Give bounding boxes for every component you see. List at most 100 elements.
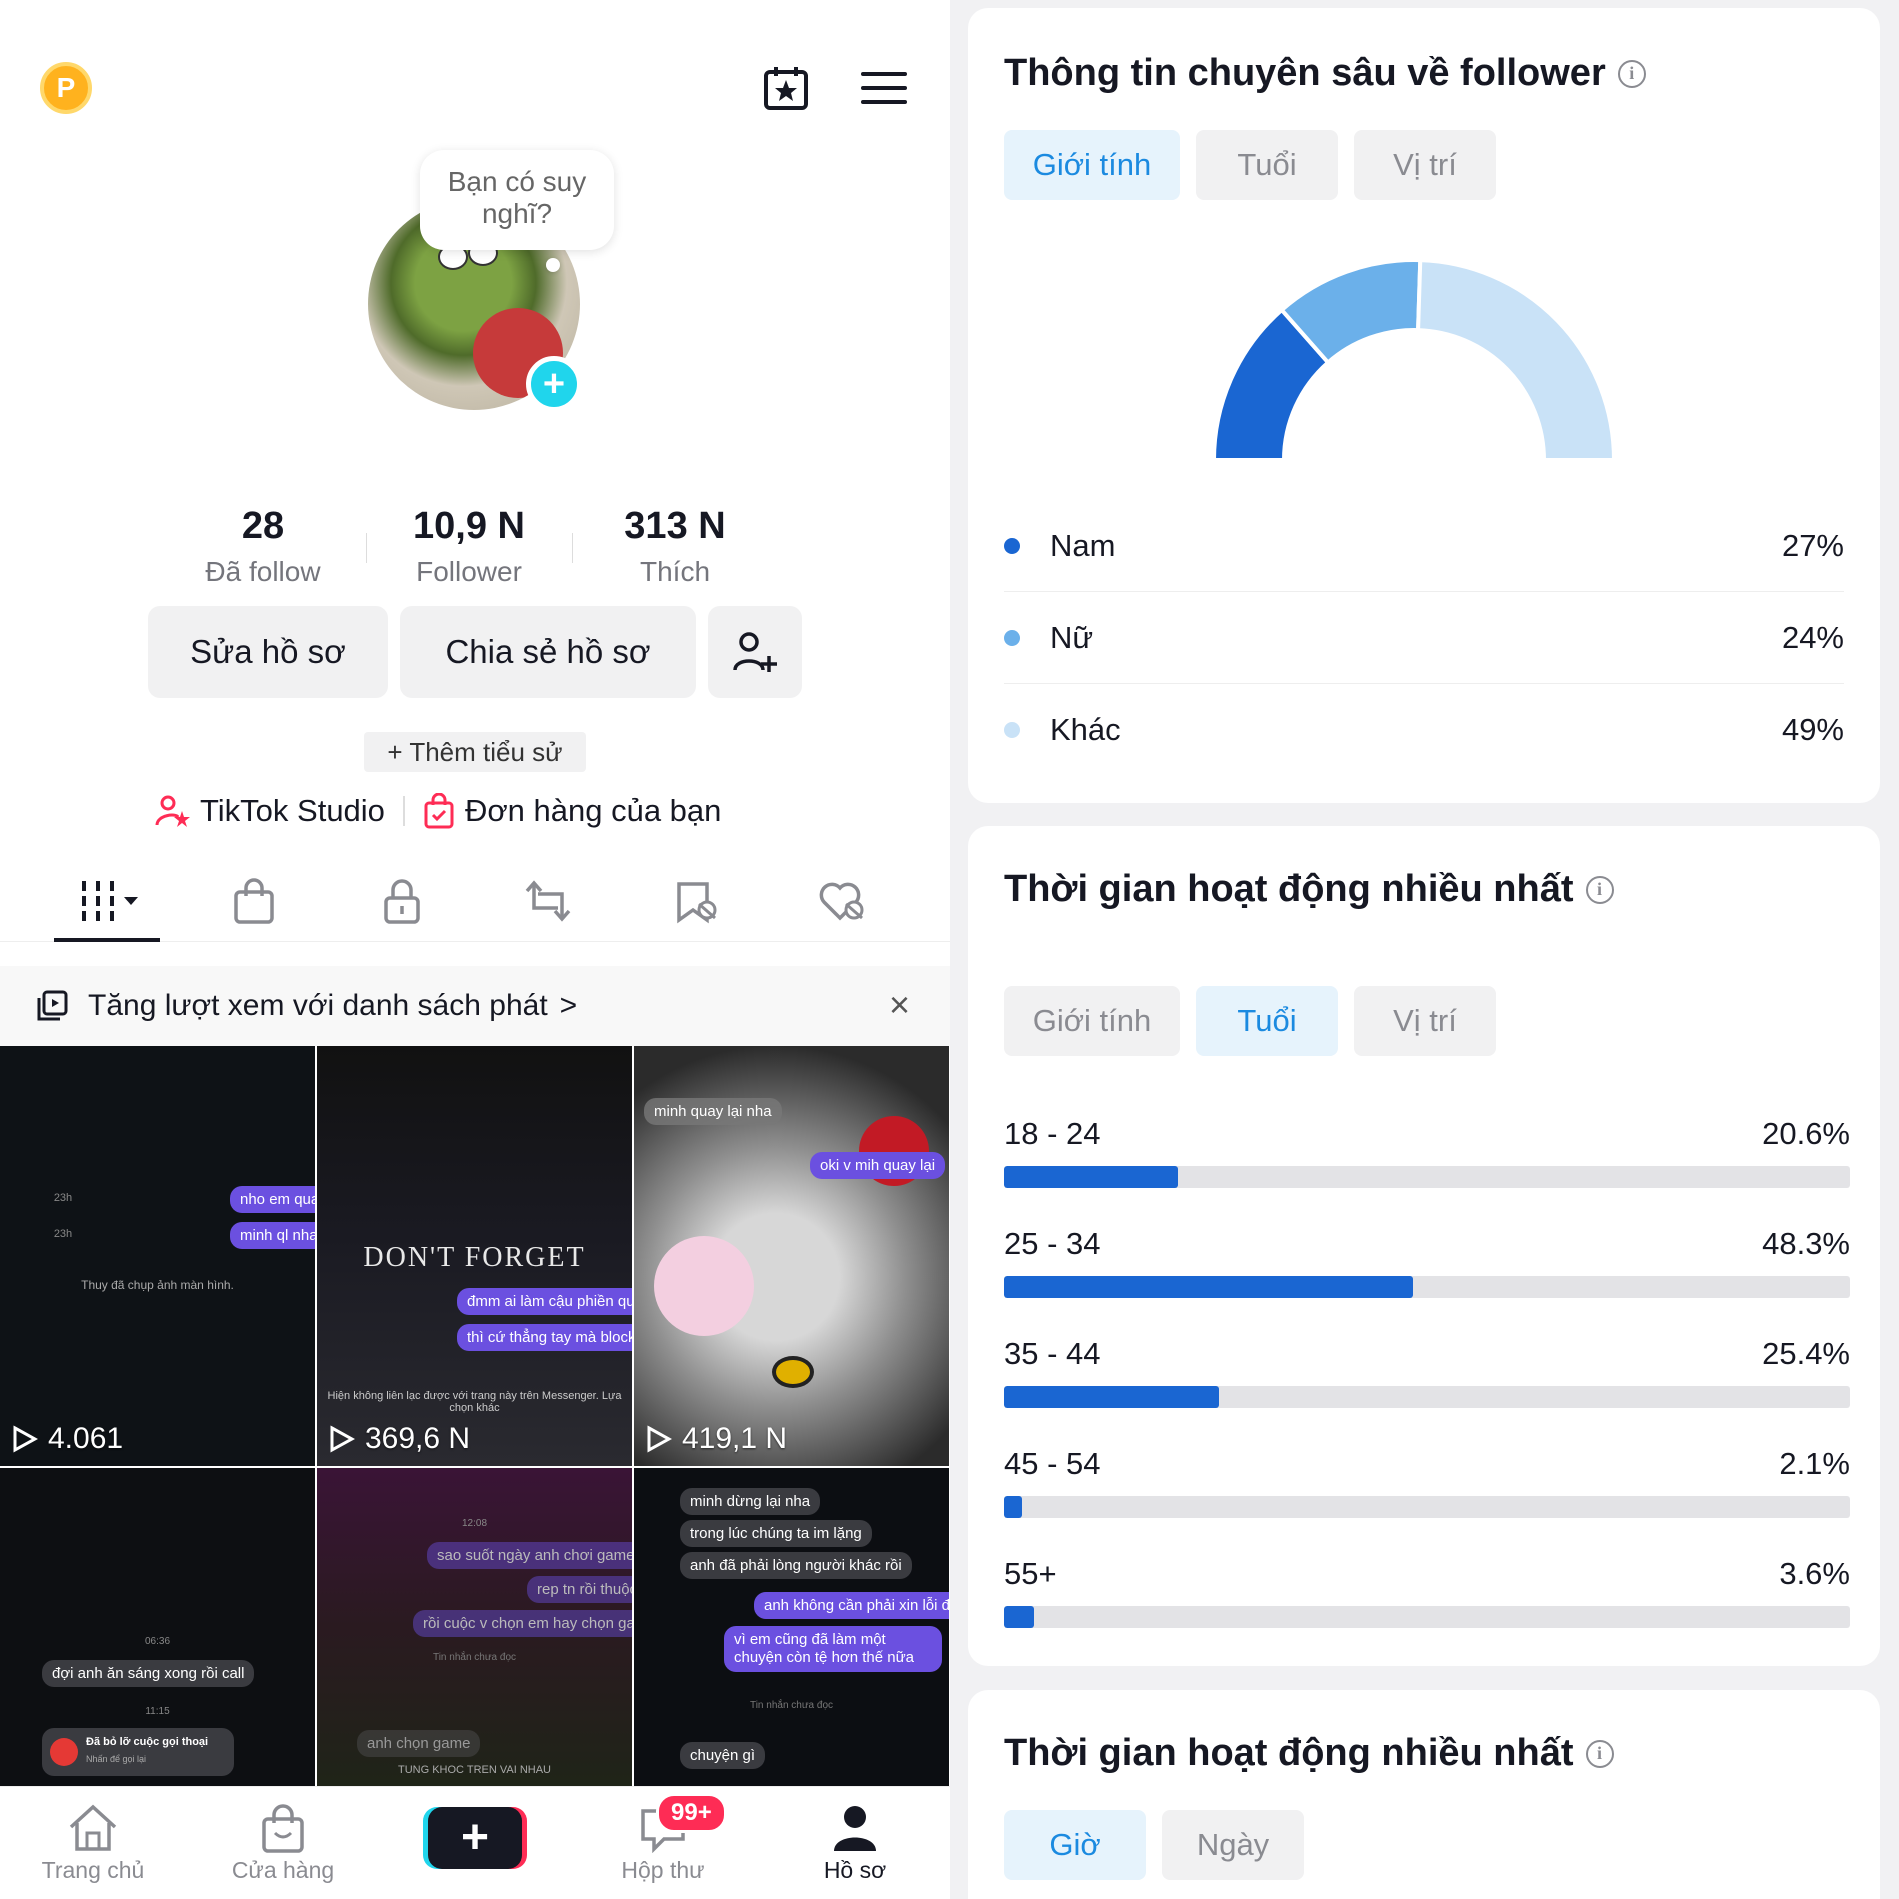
age-row: 25 - 34 48.3% bbox=[1004, 1226, 1850, 1298]
tab-favorites[interactable] bbox=[656, 876, 736, 926]
stat-followers[interactable]: 10,9 N Follower bbox=[366, 505, 572, 588]
playlist-promo-banner[interactable]: Tăng lượt xem với danh sách phát > × bbox=[0, 966, 950, 1046]
age-range: 55+ bbox=[1004, 1556, 1057, 1591]
legend-percent: 24% bbox=[1781, 619, 1844, 655]
card-title-text: Thời gian hoạt động nhiều nhất bbox=[1004, 1732, 1574, 1774]
tab-gender[interactable]: Giới tính bbox=[1004, 130, 1180, 200]
legend-percent: 27% bbox=[1781, 527, 1844, 563]
nav-label: Trang chủ bbox=[41, 1857, 145, 1883]
tiktok-studio-link[interactable]: TikTok Studio bbox=[200, 793, 385, 828]
tab-private[interactable] bbox=[362, 876, 442, 926]
chat-bubble: rồi cuộc v chọn em hay chọn game bbox=[413, 1610, 632, 1637]
view-count: 4.061 bbox=[12, 1422, 123, 1456]
video-tile[interactable]: minh quay lại nha oki v mih quay lại 419… bbox=[634, 1046, 949, 1466]
chat-bubble: anh không cần phải xin lỗi đâu bbox=[754, 1592, 949, 1619]
calendar-star-icon[interactable] bbox=[760, 64, 812, 112]
donut-segment-khác bbox=[1416, 258, 1617, 462]
view-count-value: 419,1 N bbox=[682, 1422, 788, 1455]
chat-bubble: nho em qua bbox=[230, 1186, 315, 1213]
stat-value: 313 N bbox=[624, 505, 726, 547]
nav-home[interactable]: Trang chủ bbox=[18, 1799, 168, 1884]
tab-age[interactable]: Tuổi bbox=[1196, 130, 1338, 200]
nav-label: Cửa hàng bbox=[231, 1857, 335, 1883]
link-divider bbox=[402, 796, 405, 826]
tab-location[interactable]: Vị trí bbox=[1354, 130, 1496, 200]
nav-profile[interactable]: Hồ sơ bbox=[780, 1799, 930, 1884]
age-bar-fill bbox=[1004, 1166, 1179, 1188]
add-story-icon[interactable]: + bbox=[526, 356, 582, 412]
chat-notice: Tin nhắn chưa đọc bbox=[432, 1652, 517, 1663]
view-count-value: 4.061 bbox=[48, 1422, 124, 1455]
chat-timestamp: 12:08 bbox=[461, 1518, 488, 1529]
lock-icon bbox=[384, 879, 420, 924]
activity-time-card: Thời gian hoạt động nhiều nhất i Giờ Ngà… bbox=[968, 1690, 1880, 1899]
chat-bubble: anh chọn game bbox=[357, 1730, 481, 1757]
chat-bubble: minh quay lại nha bbox=[644, 1098, 782, 1125]
info-icon[interactable]: i bbox=[1585, 1739, 1614, 1768]
activity-card: Thời gian hoạt động nhiều nhất i Giới tí… bbox=[968, 826, 1880, 1666]
chat-bubble: sao suốt ngày anh chơi game vậy bbox=[427, 1542, 632, 1569]
age-percent: 2.1% bbox=[1779, 1446, 1850, 1481]
chat-bubble: minh ql nha bbox=[230, 1222, 315, 1249]
tab-age[interactable]: Tuổi bbox=[1196, 986, 1338, 1056]
card-title: Thời gian hoạt động nhiều nhất i bbox=[1004, 868, 1614, 911]
chat-notice: Thuy đã chụp ảnh màn hình. bbox=[81, 1278, 234, 1292]
age-range: 45 - 54 bbox=[1004, 1446, 1101, 1481]
age-bar-track bbox=[1004, 1386, 1850, 1408]
tab-liked[interactable] bbox=[802, 876, 882, 926]
view-count: 419,1 N bbox=[646, 1422, 787, 1456]
age-row: 35 - 44 25.4% bbox=[1004, 1336, 1850, 1408]
tab-hour[interactable]: Giờ bbox=[1004, 1810, 1146, 1880]
follower-insights-card: Thông tin chuyên sâu về follower i Giới … bbox=[968, 8, 1880, 803]
legend-percent: 49% bbox=[1781, 712, 1844, 747]
legend-dot bbox=[1004, 722, 1020, 738]
studio-icon bbox=[154, 793, 190, 829]
nav-label: Hộp thư bbox=[621, 1857, 705, 1883]
profile-links: TikTok Studio Đơn hàng của bạn bbox=[154, 788, 721, 834]
chat-bubble: oki v mih quay lại bbox=[810, 1152, 946, 1179]
create-button[interactable]: + bbox=[428, 1807, 522, 1869]
info-icon[interactable]: i bbox=[1585, 875, 1614, 904]
nav-shop[interactable]: Cửa hàng bbox=[208, 1799, 358, 1884]
share-profile-button[interactable]: Chia sẻ hồ sơ bbox=[400, 606, 696, 698]
orders-link[interactable]: Đơn hàng của bạn bbox=[464, 793, 722, 828]
age-bar-track bbox=[1004, 1496, 1850, 1518]
tab-day[interactable]: Ngày bbox=[1162, 1810, 1304, 1880]
coin-icon[interactable]: P bbox=[40, 62, 92, 114]
shopping-bag-icon bbox=[262, 1804, 304, 1853]
chat-timestamp: 23h bbox=[53, 1228, 73, 1240]
age-range: 18 - 24 bbox=[1004, 1116, 1101, 1151]
thought-bubble[interactable]: Bạn có suy nghĩ? bbox=[420, 150, 614, 250]
add-friend-button[interactable] bbox=[708, 606, 802, 698]
tab-gender[interactable]: Giới tính bbox=[1004, 986, 1180, 1056]
tab-videos[interactable] bbox=[68, 876, 148, 926]
chat-bubble: trong lúc chúng ta im lặng bbox=[680, 1520, 872, 1547]
stat-following[interactable]: 28 Đã follow bbox=[160, 505, 366, 588]
close-icon[interactable]: × bbox=[888, 984, 910, 1025]
add-bio-button[interactable]: + Thêm tiểu sử bbox=[364, 732, 586, 772]
edit-profile-button[interactable]: Sửa hồ sơ bbox=[148, 606, 388, 698]
bookmark-hidden-icon bbox=[677, 882, 717, 924]
tab-location[interactable]: Vị trí bbox=[1354, 986, 1496, 1056]
legend-dot bbox=[1004, 629, 1020, 646]
view-count: 369,6 N bbox=[329, 1422, 470, 1456]
menu-icon[interactable] bbox=[858, 64, 910, 112]
play-icon bbox=[13, 1425, 38, 1453]
video-tile[interactable]: 06:36 đợi anh ăn sáng xong rồi call 11:1… bbox=[0, 1468, 315, 1786]
info-icon[interactable]: i bbox=[1617, 59, 1646, 88]
view-count-value: 369,6 N bbox=[365, 1422, 471, 1455]
stat-likes[interactable]: 313 N Thích bbox=[572, 505, 778, 588]
age-bar-track bbox=[1004, 1276, 1850, 1298]
tab-shop[interactable] bbox=[214, 876, 294, 926]
video-tile[interactable]: nho em qua minh ql nha 23h 23h Thuy đã c… bbox=[0, 1046, 315, 1466]
video-tile[interactable]: minh dừng lại nha trong lúc chúng ta im … bbox=[634, 1468, 949, 1786]
video-tile[interactable]: DON'T FORGET đmm ai làm cậu phiền qua th… bbox=[317, 1046, 632, 1466]
nav-inbox[interactable]: Hộp thư bbox=[588, 1799, 738, 1884]
chat-bubble: đmm ai làm cậu phiền qua bbox=[457, 1288, 632, 1315]
chat-bubble: chuyện gì bbox=[680, 1742, 766, 1769]
age-percent: 25.4% bbox=[1762, 1336, 1850, 1371]
tab-reposts[interactable] bbox=[508, 876, 588, 926]
nav-label: Hồ sơ bbox=[823, 1857, 887, 1883]
video-tile[interactable]: 12:08 sao suốt ngày anh chơi game vậy re… bbox=[317, 1468, 632, 1786]
